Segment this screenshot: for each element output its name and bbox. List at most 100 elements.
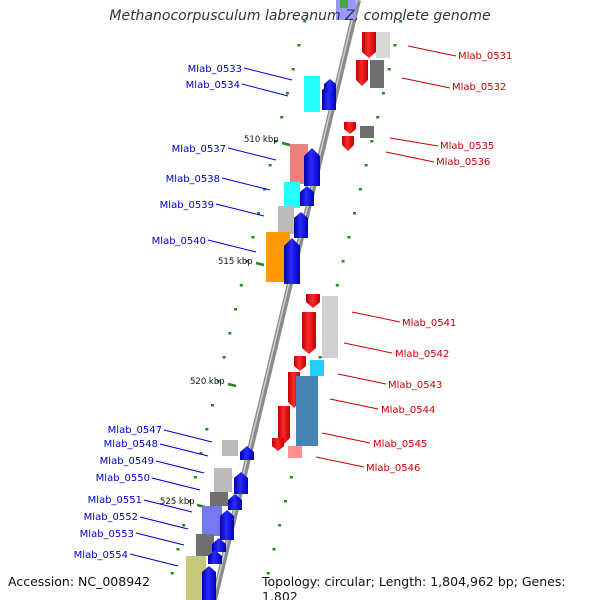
svg-text:Mlab_0538: Mlab_0538 [166,174,220,185]
tick-mark [284,500,287,503]
tick-mark [216,380,220,383]
tick-mark [205,428,209,431]
gene-label-mlab-0541[interactable]: Mlab_0541 [351,311,456,329]
tick-mark [335,284,339,287]
topology-text: Topology: circular; Length: 1,804,962 bp… [262,574,566,600]
tick-mark [376,116,380,119]
svg-text:Mlab_0552: Mlab_0552 [84,512,138,523]
gene-label-mlab-0546[interactable]: Mlab_0546 [315,456,420,474]
svg-text:Mlab_0543: Mlab_0543 [388,380,442,391]
svg-text:Mlab_0533: Mlab_0533 [188,64,242,75]
tick-mark [364,164,368,167]
scale-label-525: 525 kbp [160,497,195,507]
tick-mark [370,140,374,143]
svg-text:Mlab_0553: Mlab_0553 [80,529,134,540]
scale-label-515: 515 kbp [218,257,253,267]
tick-mark [251,236,255,239]
gene-label-mlab-0554[interactable]: Mlab_0554 [74,550,179,567]
top-feature-green [340,0,348,8]
tick-mark [280,116,284,119]
map-title: Methanocorpusculum labreanum Z, complete… [109,8,491,24]
gene-label-mlab-0531[interactable]: Mlab_0531 [407,45,512,62]
svg-text:Mlab_0550: Mlab_0550 [96,473,150,484]
accession-text: Accession: NC_008942 [8,574,151,589]
gene-label-mlab-0551[interactable]: Mlab_0551 [88,495,193,513]
tick-mark [228,332,232,335]
gene-label-mlab-0537[interactable]: Mlab_0537 [172,144,277,161]
svg-text:Mlab_0534: Mlab_0534 [186,80,240,91]
svg-text:Mlab_0540: Mlab_0540 [152,236,206,247]
tick-mark [257,212,261,215]
scale-label-510: 510 kbp [244,135,279,145]
tick-mark [234,308,238,311]
svg-text:Mlab_0539: Mlab_0539 [160,200,214,211]
gene-label-mlab-0536[interactable]: Mlab_0536 [385,151,490,168]
svg-text:Mlab_0532: Mlab_0532 [452,82,506,93]
gene-label-mlab-0545[interactable]: Mlab_0545 [321,432,427,450]
gene-label-mlab-0532[interactable]: Mlab_0532 [401,77,506,93]
svg-text:Mlab_0545: Mlab_0545 [373,439,427,450]
tick-mark [341,260,345,263]
tick-mark [272,548,276,551]
tick-mark [297,44,301,47]
svg-text:Mlab_0542: Mlab_0542 [395,349,449,360]
tick-mark [278,524,282,527]
gene-label-mlab-0540[interactable]: Mlab_0540 [152,236,257,253]
tick-mark [268,164,272,167]
svg-text:Mlab_0544: Mlab_0544 [381,405,435,416]
gene-label-mlab-0544[interactable]: Mlab_0544 [329,398,435,416]
tick-mark [291,68,295,71]
svg-text:Mlab_0549: Mlab_0549 [100,456,154,467]
gene-label-mlab-0553[interactable]: Mlab_0553 [80,529,185,546]
tick-mark [399,20,403,23]
tick-mark [193,476,197,479]
tick-mark [266,572,270,575]
tick-mark [176,548,180,551]
tick-mark [289,476,293,479]
gene-label-mlab-0539[interactable]: Mlab_0539 [160,200,265,217]
tick-mark [347,236,351,239]
gene-label-mlab-0550[interactable]: Mlab_0550 [96,473,201,491]
gene-label-mlab-0552[interactable]: Mlab_0552 [84,512,189,530]
svg-text:Mlab_0554: Mlab_0554 [74,550,128,561]
svg-text:Mlab_0536: Mlab_0536 [436,157,490,168]
gene-label-mlab-0543[interactable]: Mlab_0543 [337,373,442,391]
tick-mark [262,188,266,191]
svg-text:Mlab_0546: Mlab_0546 [366,463,420,474]
tick-mark [303,20,307,23]
tick-mark [353,212,357,215]
right-features [272,32,390,458]
svg-text:Mlab_0547: Mlab_0547 [108,425,162,436]
tick-mark [239,284,243,287]
left-features [186,76,336,600]
gene-label-mlab-0542[interactable]: Mlab_0542 [343,342,449,360]
svg-text:Mlab_0537: Mlab_0537 [172,144,226,155]
svg-text:Mlab_0531: Mlab_0531 [458,51,512,62]
gene-label-mlab-0535[interactable]: Mlab_0535 [389,137,494,152]
tick-mark [387,68,391,71]
svg-text:Mlab_0541: Mlab_0541 [402,318,456,329]
svg-text:Mlab_0548: Mlab_0548 [104,439,158,450]
tick-mark [222,356,226,359]
svg-text:Mlab_0535: Mlab_0535 [440,141,494,152]
gene-label-mlab-0548[interactable]: Mlab_0548 [104,439,209,457]
tick-mark [318,356,322,359]
gene-label-mlab-0534[interactable]: Mlab_0534 [186,80,289,97]
tick-mark [274,140,278,143]
gene-label-mlab-0533[interactable]: Mlab_0533 [188,64,293,81]
scale-label-520: 520 kbp [190,377,225,387]
right-gene-labels: Mlab_0531 Mlab_0532 Mlab_0535 Mlab_0536 … [315,45,512,474]
gene-label-mlab-0538[interactable]: Mlab_0538 [166,174,271,191]
tick-mark [285,92,289,95]
tick-mark [170,572,174,575]
tick-mark [358,188,362,191]
gene-label-mlab-0549[interactable]: Mlab_0549 [100,456,205,474]
svg-text:Mlab_0551: Mlab_0551 [88,495,142,506]
tick-mark [393,44,397,47]
left-gene-labels: Mlab_0533 Mlab_0534 Mlab_0537 Mlab_0538 … [74,64,293,567]
tick-mark [211,404,214,407]
tick-mark [188,500,191,503]
gene-label-mlab-0547[interactable]: Mlab_0547 [108,425,213,443]
